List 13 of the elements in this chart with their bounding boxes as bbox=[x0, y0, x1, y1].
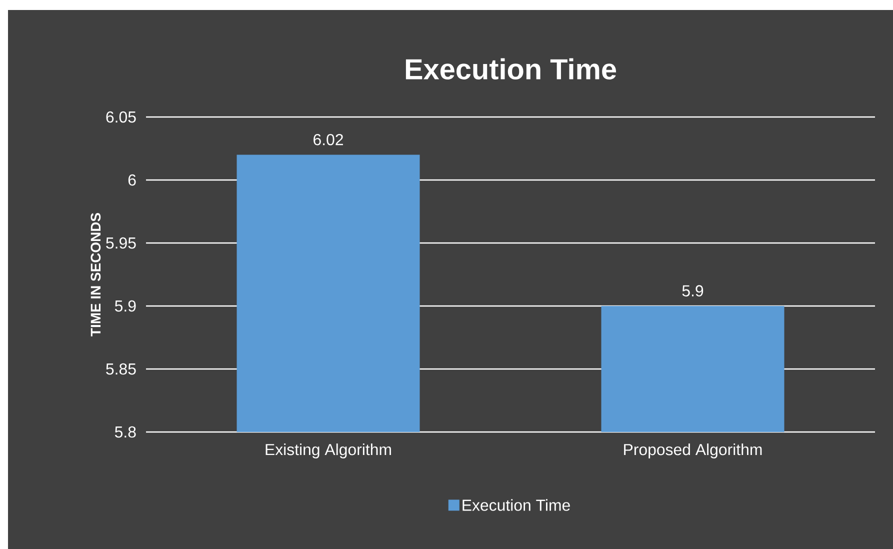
x-tick-label: Proposed Algorithm bbox=[624, 444, 762, 458]
y-tick-label: 5.9 bbox=[114, 300, 136, 312]
chart-title: Execution Time bbox=[406, 58, 616, 80]
data-label: 6.02 bbox=[314, 134, 343, 146]
y-tick-label: 5.95 bbox=[106, 237, 136, 249]
x-tick-label: Existing Algorithm bbox=[266, 444, 391, 458]
legend-label: Execution Time bbox=[462, 499, 570, 511]
y-tick-label: 6.05 bbox=[106, 111, 136, 123]
data-label: 5.9 bbox=[682, 285, 704, 296]
y-axis-title: TIME IN SECONDS bbox=[90, 213, 101, 336]
y-tick-label: 5.85 bbox=[106, 363, 136, 375]
y-tick-label: 6 bbox=[128, 174, 136, 186]
y-tick-label: 5.8 bbox=[114, 426, 136, 438]
